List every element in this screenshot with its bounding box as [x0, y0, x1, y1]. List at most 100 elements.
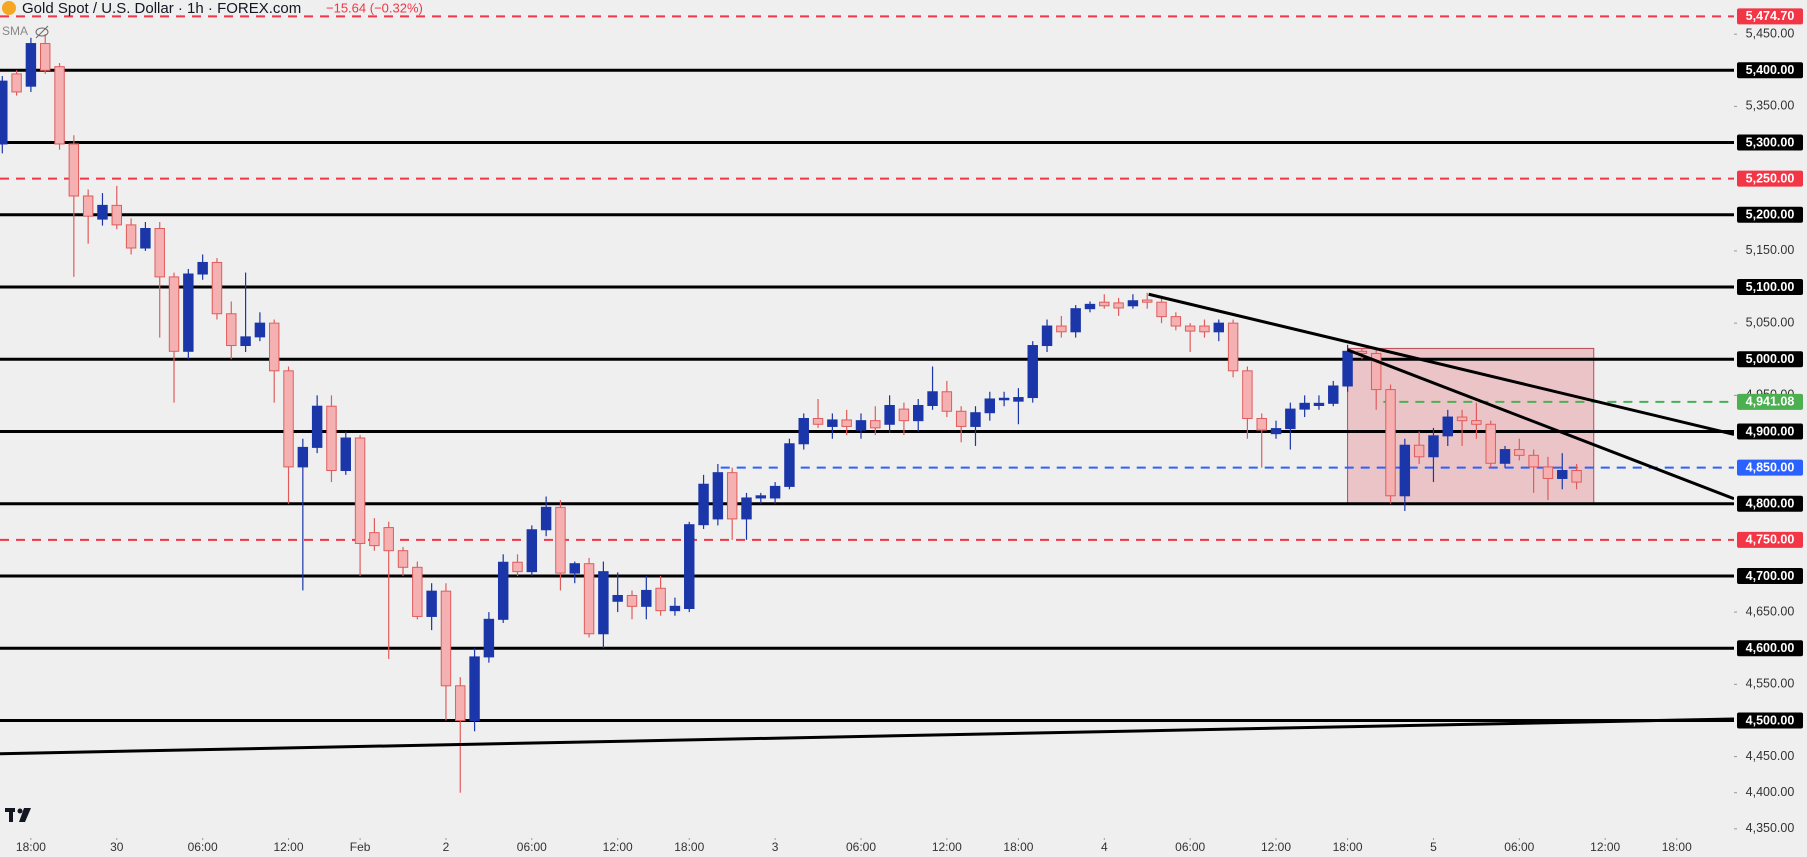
candle-body: [855, 420, 867, 431]
candle-body: [11, 73, 22, 93]
level-label-box: [1737, 423, 1803, 440]
candle-body: [354, 437, 366, 544]
level-label-box: [1737, 640, 1803, 657]
candle-body: [598, 571, 609, 635]
candle-body: [1514, 449, 1525, 456]
candle-body: [397, 550, 409, 568]
candle-body: [1013, 397, 1024, 402]
candle-body: [125, 224, 137, 249]
level-label: 4,850.00: [1746, 460, 1795, 474]
level-label-box: [1737, 712, 1803, 729]
candle-body: [1471, 420, 1482, 425]
x-tick-label: 5: [1430, 840, 1437, 854]
candle-body: [927, 391, 938, 406]
level-label: 4,800.00: [1746, 497, 1795, 511]
y-tick-label: 5,350.00: [1746, 99, 1795, 113]
x-tick-label: 12:00: [1261, 840, 1291, 854]
candle-body: [226, 313, 237, 347]
candle-body: [512, 561, 523, 573]
candle-body: [1199, 325, 1210, 333]
candle-body: [684, 524, 695, 609]
candle-body: [1041, 325, 1053, 347]
level-label-box: [1737, 459, 1803, 476]
logo: [5, 808, 31, 822]
price-axis: 5,450.005,350.005,150.005,050.004,950.00…: [1734, 8, 1803, 835]
x-tick-label: Feb: [350, 840, 371, 854]
candle-body: [97, 204, 108, 220]
candle-body: [1528, 454, 1539, 468]
candle-body: [812, 417, 824, 425]
candle-body: [1141, 299, 1153, 303]
level-label-box: [1737, 62, 1803, 79]
plot-area: [0, 15, 1734, 793]
x-tick-label: 12:00: [603, 840, 633, 854]
candle-body: [1328, 385, 1339, 404]
y-tick-label: 4,400.00: [1746, 785, 1795, 799]
candle-body: [655, 587, 666, 612]
candle-body: [340, 437, 351, 472]
candle-body: [254, 322, 266, 338]
candle-body: [140, 227, 151, 249]
x-tick-label: 4: [1101, 840, 1108, 854]
candle-body: [197, 261, 208, 275]
level-label: 4,941.08: [1746, 395, 1795, 409]
level-label-box: [1737, 567, 1803, 584]
candle-body: [1399, 444, 1411, 497]
candle-body: [240, 336, 251, 347]
candle-body: [641, 589, 652, 607]
candle-body: [1542, 466, 1554, 479]
y-tick-label: 5,050.00: [1746, 315, 1795, 329]
candle-body: [440, 590, 452, 687]
x-tick-label: 18:00: [1662, 840, 1692, 854]
candle-body: [1385, 389, 1396, 497]
x-tick-label: 06:00: [1175, 840, 1205, 854]
candle-body: [755, 495, 767, 499]
level-label-box: [1737, 393, 1803, 410]
candle-body: [311, 405, 323, 448]
hide-icon[interactable]: [35, 25, 49, 39]
candle-body: [712, 472, 724, 520]
candle-body: [569, 563, 580, 574]
candle-body: [40, 43, 51, 71]
candle-body: [1227, 322, 1239, 372]
candle-body: [183, 273, 194, 352]
candle-body: [1084, 303, 1096, 310]
candle-body: [54, 66, 65, 145]
price-change: −15.64 (−0.32%): [326, 0, 423, 15]
candle-body: [1270, 428, 1282, 435]
symbol-icon: [2, 1, 16, 15]
indicator-label[interactable]: SMA: [2, 24, 28, 38]
level-label: 4,750.00: [1746, 533, 1795, 547]
candle-body: [526, 529, 538, 573]
level-label: 5,474.70: [1746, 9, 1795, 23]
x-tick-label: 18:00: [674, 840, 704, 854]
candle-body: [612, 594, 623, 602]
level-label: 5,100.00: [1746, 280, 1795, 294]
y-tick-label: 4,450.00: [1746, 749, 1795, 763]
candle-body: [870, 420, 881, 429]
level-label-box: [1737, 206, 1803, 223]
candle-body: [827, 419, 838, 427]
candle-body: [1499, 449, 1511, 464]
trendline: [0, 717, 1734, 756]
candle-body: [1285, 408, 1296, 430]
chart-title: Gold Spot / U.S. Dollar · 1h · FOREX.com: [22, 0, 301, 17]
candle-body: [1213, 322, 1225, 333]
trendline: [1148, 292, 1734, 436]
x-tick-label: 12:00: [1590, 840, 1620, 854]
candle-body: [1256, 417, 1267, 431]
candle-body: [412, 566, 423, 617]
x-tick-label: 18:00: [16, 840, 46, 854]
candle-body: [941, 391, 953, 412]
candle-body: [1056, 325, 1067, 333]
x-tick-label: 12:00: [274, 840, 304, 854]
candle-body: [741, 497, 752, 520]
candle-body: [1113, 302, 1124, 309]
level-label: 5,300.00: [1746, 135, 1795, 149]
candle-body: [1242, 370, 1253, 419]
candle-body: [1485, 423, 1496, 464]
candle-body: [898, 408, 910, 422]
x-tick-label: 06:00: [517, 840, 547, 854]
level-label: 5,000.00: [1746, 352, 1795, 366]
